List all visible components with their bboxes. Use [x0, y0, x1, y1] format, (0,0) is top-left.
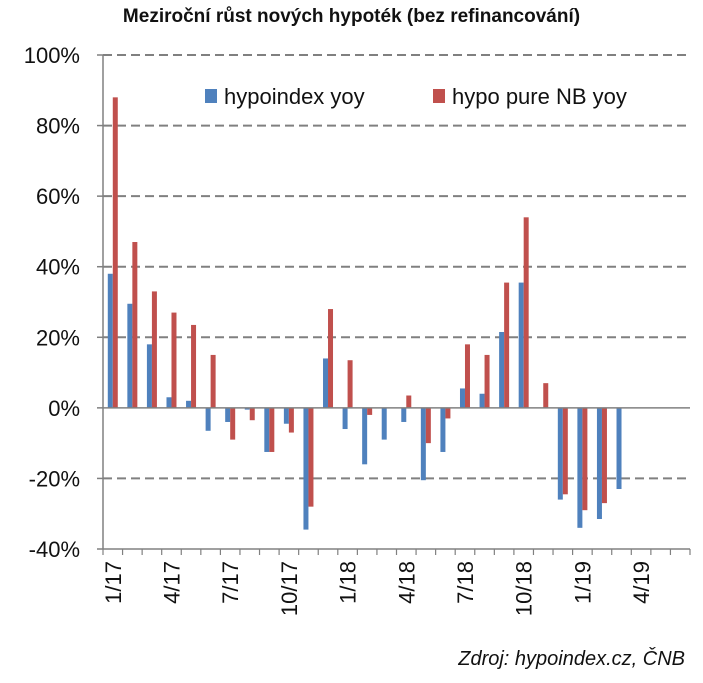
- bar-hypoindex-4-18: [401, 407, 407, 422]
- y-tick-labels: 100% 80% 60% 40% 20% 0% -20% -40%: [24, 43, 80, 562]
- bar-hypo-pure-nb-12-17: [328, 309, 334, 408]
- bar-hypoindex-3-18: [381, 407, 387, 440]
- bar-hypo-pure-nb-8-17: [249, 407, 255, 421]
- bar-hypo-pure-nb-7-18: [464, 344, 470, 408]
- x-tick-label: 10/17: [277, 561, 302, 616]
- bar-hypo-pure-nb-9-18: [504, 282, 510, 408]
- bar-hypoindex-7-18: [459, 388, 465, 408]
- legend-swatch-hypoindex: [205, 89, 217, 103]
- bar-hypoindex-8-17: [244, 407, 250, 410]
- bars: [107, 97, 622, 530]
- bar-hypoindex-2-18: [362, 407, 368, 465]
- bar-hypo-pure-nb-6-17: [210, 354, 216, 408]
- bar-hypo-pure-nb-5-18: [425, 407, 431, 444]
- bar-hypoindex-6-18: [440, 407, 446, 452]
- bar-hypoindex-5-17: [186, 400, 192, 408]
- bar-hypoindex-12-18: [557, 407, 563, 500]
- bar-hypo-pure-nb-9-17: [269, 407, 275, 452]
- bar-hypo-pure-nb-11-18: [543, 383, 549, 408]
- y-tick-label: 0%: [48, 396, 80, 421]
- bar-hypo-pure-nb-11-17: [308, 407, 314, 507]
- bar-hypo-pure-nb-2-17: [132, 242, 138, 408]
- x-tick-labels: 1/17 4/17 7/17 10/17 1/18 4/18 7/18 10/18 1/19 4/…: [101, 561, 654, 616]
- bar-hypo-pure-nb-12-18: [562, 407, 568, 495]
- x-tick-label: 1/18: [336, 561, 361, 604]
- bar-hypoindex-9-17: [264, 407, 270, 452]
- bar-hypoindex-6-17: [205, 407, 211, 431]
- y-tick-label: 100%: [24, 43, 80, 68]
- bar-hypo-pure-nb-5-17: [191, 324, 197, 408]
- bar-hypoindex-5-18: [420, 407, 426, 481]
- source-note: Zdroj: hypoindex.cz, ČNB: [458, 648, 685, 670]
- bar-hypoindex-11-17: [303, 407, 309, 530]
- bar-hypo-pure-nb-1-18: [347, 360, 353, 408]
- bar-hypo-pure-nb-7-17: [230, 407, 236, 440]
- bar-hypo-pure-nb-2-19: [601, 407, 607, 504]
- legend-swatch-hypo-pure-nb: [433, 89, 445, 103]
- y-tick-label: -40%: [29, 537, 80, 562]
- bar-hypo-pure-nb-4-17: [171, 312, 177, 408]
- bar-hypoindex-2-17: [127, 303, 133, 408]
- legend: hypoindex yoy hypo pure NB yoy: [205, 84, 627, 109]
- x-tick-label: 10/18: [512, 561, 537, 616]
- bar-hypo-pure-nb-1-19: [582, 407, 588, 511]
- x-tick-label: 4/17: [159, 561, 184, 604]
- legend-label-hypo-pure-nb: hypo pure NB yoy: [452, 84, 627, 109]
- bar-hypoindex-7-17: [225, 407, 231, 422]
- bar-hypoindex-1-18: [342, 407, 348, 430]
- bar-hypoindex-9-18: [499, 331, 505, 408]
- y-tick-label: 40%: [36, 255, 80, 280]
- bar-hypoindex-1-17: [107, 273, 113, 408]
- bar-hypoindex-1-19: [577, 407, 583, 528]
- bar-hypoindex-8-18: [479, 393, 485, 408]
- x-tick-label: 1/19: [570, 561, 595, 604]
- bar-hypo-pure-nb-3-17: [151, 291, 157, 408]
- x-tick-label: 7/18: [453, 561, 478, 604]
- bar-hypo-pure-nb-1-17: [112, 97, 118, 408]
- bar-hypoindex-10-18: [518, 282, 524, 408]
- bar-hypo-pure-nb-10-18: [523, 217, 529, 408]
- x-tick-label: 1/17: [101, 561, 126, 604]
- bar-hypo-pure-nb-4-18: [406, 395, 412, 408]
- bar-hypoindex-4-17: [166, 397, 172, 408]
- x-tick-label: 4/18: [394, 561, 419, 604]
- y-tick-label: 80%: [36, 114, 80, 139]
- x-tick-label: 7/17: [218, 561, 243, 604]
- legend-label-hypoindex: hypoindex yoy: [224, 84, 365, 109]
- bar-hypoindex-3-19: [616, 407, 622, 490]
- bar-hypo-pure-nb-6-18: [445, 407, 451, 419]
- y-tick-label: -20%: [29, 466, 80, 491]
- bar-hypoindex-12-17: [323, 358, 329, 408]
- chart-title: Meziroční růst nových hypoték (bez refin…: [122, 6, 581, 27]
- bar-hypo-pure-nb-10-17: [288, 407, 294, 433]
- bar-hypoindex-3-17: [146, 344, 152, 408]
- y-tick-label: 60%: [36, 184, 80, 209]
- bar-hypoindex-2-19: [596, 407, 602, 520]
- axes: [97, 54, 691, 555]
- bar-hypoindex-10-17: [283, 407, 289, 424]
- bar-hypo-pure-nb-2-18: [367, 407, 373, 415]
- y-tick-label: 20%: [36, 325, 80, 350]
- x-tick-label: 4/19: [629, 561, 654, 604]
- bar-hypo-pure-nb-8-18: [484, 354, 490, 408]
